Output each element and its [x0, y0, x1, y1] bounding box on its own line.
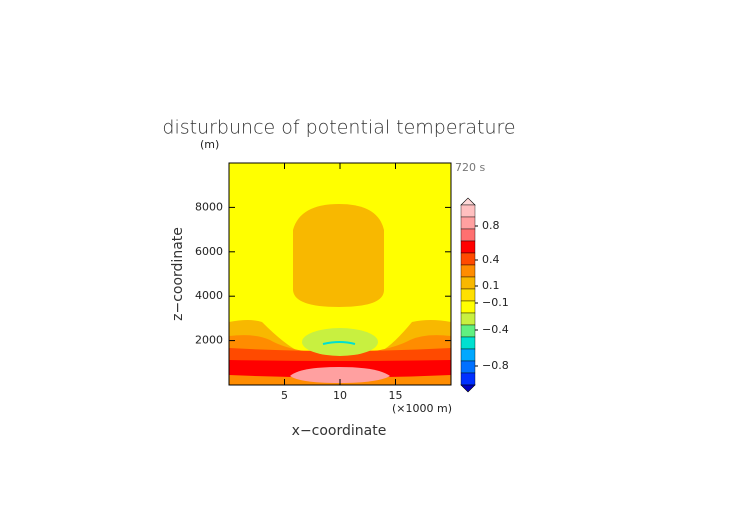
colorbar-band	[460, 372, 476, 386]
colorbar-band	[460, 204, 476, 218]
contour-region	[293, 204, 384, 307]
colorbar-band	[460, 288, 476, 302]
colorbar-tick-label: −0.1	[482, 296, 509, 309]
y-tick-label: 6000	[195, 245, 223, 258]
chart-title: disturbunce of potential temperature	[162, 117, 515, 139]
colorbar-tick-label: 0.8	[482, 219, 500, 232]
colorbar-band	[460, 312, 476, 326]
colorbar-band	[460, 336, 476, 350]
colorbar-tick-label: 0.1	[482, 279, 500, 292]
colorbar-band	[460, 264, 476, 278]
time-label: 720 s	[455, 161, 485, 174]
colorbar-band	[460, 228, 476, 242]
colorbar-band	[460, 360, 476, 374]
y-tick-label: 4000	[195, 289, 223, 302]
y-axis-label: z−coordinate	[170, 227, 186, 321]
x-tick-label: 10	[333, 389, 347, 402]
colorbar-band	[460, 240, 476, 254]
colorbar-band	[460, 348, 476, 362]
x-tick-label: 15	[389, 389, 403, 402]
x-axis-label: x−coordinate	[292, 423, 387, 439]
y-tick-label: 2000	[195, 334, 223, 347]
colorbar-band	[460, 252, 476, 266]
colorbar-tick-label: −0.4	[482, 323, 509, 336]
colorbar-tick-label: 0.4	[482, 253, 500, 266]
contour-region	[322, 341, 356, 345]
colorbar-band	[460, 300, 476, 314]
y-unit: (m)	[200, 138, 219, 151]
colorbar-cap	[460, 197, 476, 206]
y-tick-label: 8000	[195, 200, 223, 213]
contour-region	[290, 367, 390, 383]
colorbar-cap	[460, 384, 476, 393]
x-unit: (×1000 m)	[392, 402, 452, 415]
x-tick-label: 5	[281, 389, 288, 402]
colorbar-tick-label: −0.8	[482, 359, 509, 372]
colorbar-band	[460, 276, 476, 290]
colorbar-band	[460, 216, 476, 230]
colorbar-band	[460, 324, 476, 338]
